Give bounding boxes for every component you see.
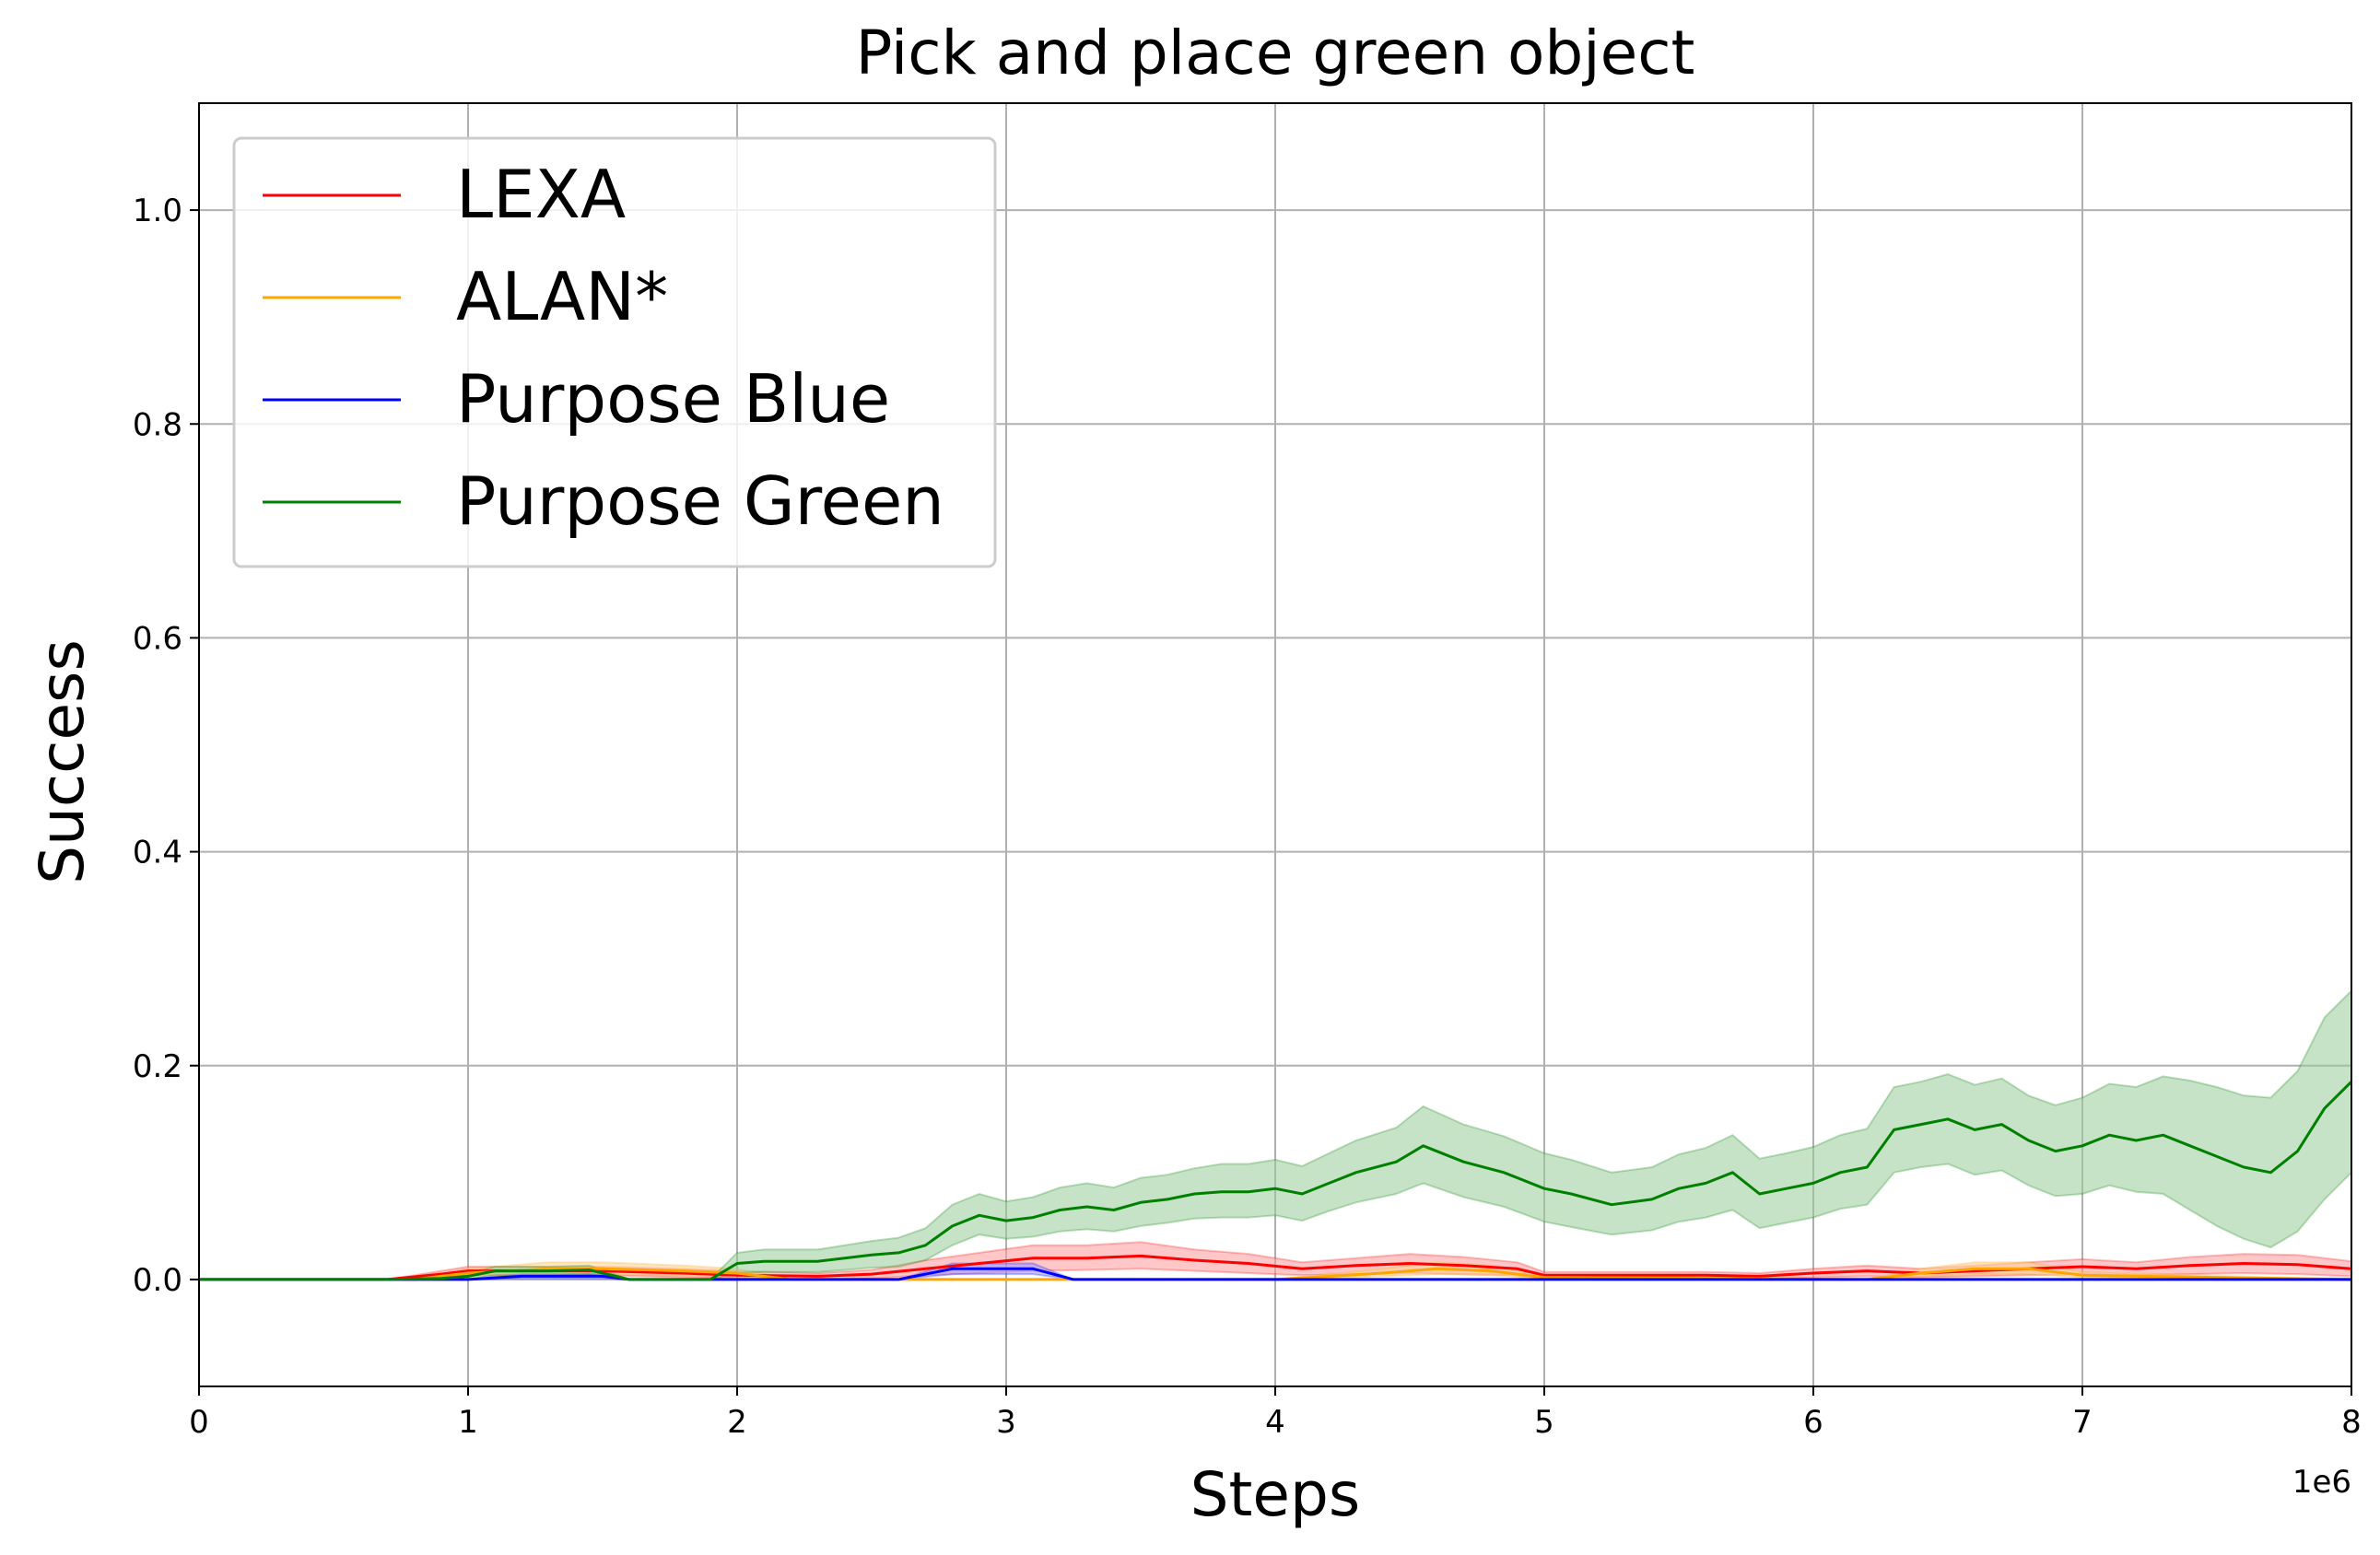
x-tick-label: 7 <box>2072 1404 2093 1441</box>
legend: LEXA ALAN* Purpose Blue Purpose Green <box>232 136 997 568</box>
line-layer <box>199 1081 2353 1281</box>
x-tick-label: 4 <box>1265 1404 1285 1441</box>
chart-title: Pick and place green object <box>856 18 1695 88</box>
x-axis-label: Steps <box>1190 1459 1361 1530</box>
series-line-purpose-blue <box>199 1267 2351 1281</box>
x-tick-label: 8 <box>2341 1404 2362 1441</box>
x-tick-label: 0 <box>189 1404 209 1441</box>
legend-label-purpose-blue: Purpose Blue <box>456 360 890 438</box>
series-line-purpose-green <box>199 1081 2353 1281</box>
legend-label-purpose-green: Purpose Green <box>456 462 944 540</box>
y-tick-label: 0.8 <box>133 406 182 443</box>
y-tick-label: 0.2 <box>133 1048 182 1085</box>
x-tick-label: 2 <box>727 1404 747 1441</box>
x-tick-label: 6 <box>1803 1404 1823 1441</box>
y-tick-label: 1.0 <box>133 193 182 229</box>
tick-layer: 0 1 2 3 4 5 6 7 8 0.0 0.2 0.4 0.6 0.8 1.0 <box>133 193 2362 1441</box>
x-tick-label: 5 <box>1534 1404 1554 1441</box>
y-axis-label: Success <box>27 639 98 884</box>
x-tick-label: 3 <box>996 1404 1016 1441</box>
y-tick-label: 0.0 <box>133 1262 182 1299</box>
legend-box <box>232 136 997 568</box>
x-axis-multiplier-label: 1e6 <box>2292 1464 2351 1501</box>
x-tick-label: 1 <box>458 1404 478 1441</box>
y-tick-label: 0.4 <box>133 835 182 871</box>
legend-label-alan: ALAN* <box>456 258 668 335</box>
legend-label-lexa: LEXA <box>456 156 626 233</box>
y-tick-label: 0.6 <box>133 620 182 657</box>
